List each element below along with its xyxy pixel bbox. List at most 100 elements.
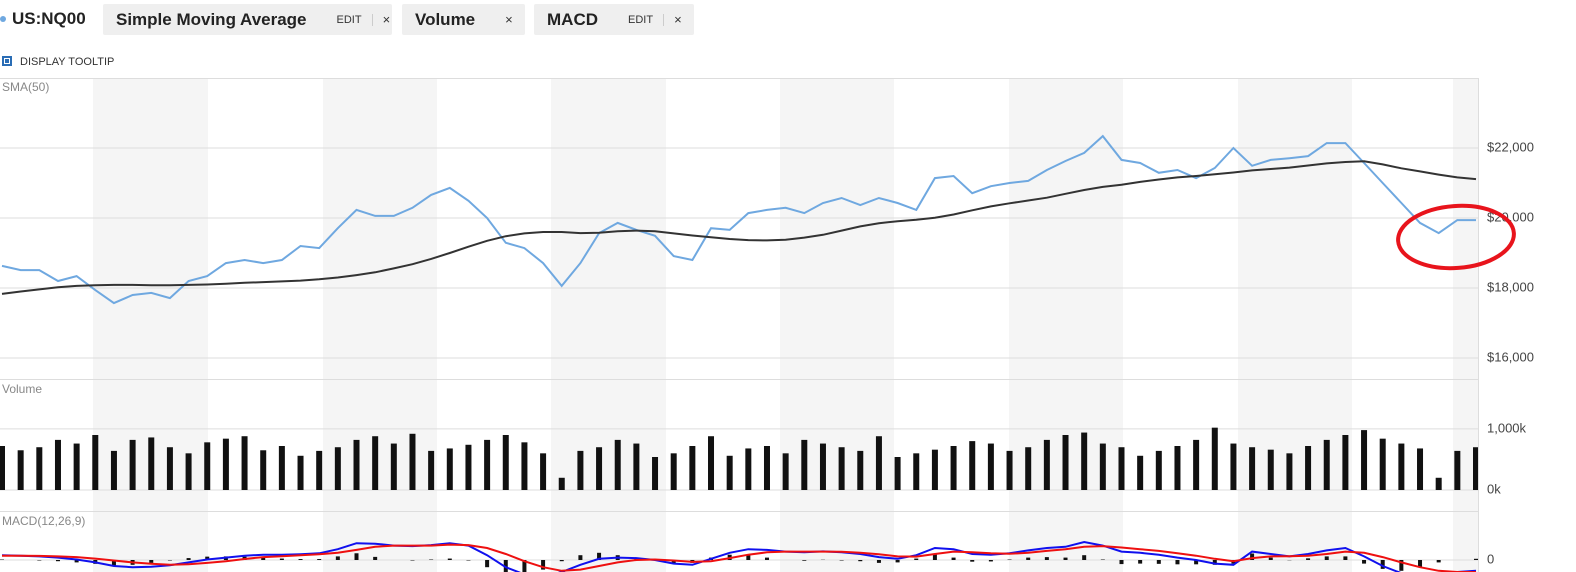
volume-bar bbox=[1398, 443, 1405, 490]
series-line bbox=[1, 134, 1476, 305]
volume-bar bbox=[334, 447, 341, 490]
volume-bar bbox=[894, 457, 901, 490]
volume-bar bbox=[278, 446, 285, 490]
volume-bar bbox=[1435, 477, 1442, 490]
indicator-chip[interactable]: Volume × bbox=[402, 4, 525, 35]
series-line bbox=[2, 543, 1476, 572]
histogram-bar bbox=[447, 558, 452, 560]
volume-bar bbox=[502, 435, 509, 490]
histogram-bar bbox=[317, 559, 322, 560]
volume-bar bbox=[558, 477, 565, 490]
volume-bar bbox=[521, 442, 528, 490]
volume-bar bbox=[726, 455, 733, 490]
y-tick-label: 0k bbox=[1487, 481, 1501, 496]
month-bands bbox=[93, 78, 1478, 572]
histogram-bar bbox=[1138, 560, 1143, 564]
volume-bar bbox=[875, 436, 882, 490]
histogram-bar bbox=[111, 560, 116, 566]
volume-bar bbox=[129, 439, 136, 490]
volume-bar bbox=[1193, 439, 1200, 490]
indicator-chip[interactable]: MACD EDIT × bbox=[534, 4, 694, 35]
histogram-bar bbox=[1250, 553, 1255, 560]
volume-bar bbox=[670, 453, 677, 490]
plot-area bbox=[1, 134, 1477, 305]
histogram-bar bbox=[149, 560, 154, 563]
volume-bar bbox=[689, 446, 696, 490]
series-line bbox=[1, 540, 1477, 572]
histogram-bar bbox=[1268, 557, 1273, 560]
volume-bar bbox=[92, 435, 99, 490]
histogram-bar bbox=[354, 553, 359, 560]
volume-bar bbox=[614, 439, 621, 490]
histogram-bar bbox=[261, 557, 266, 560]
histogram-bar bbox=[1343, 556, 1348, 560]
volume-bar bbox=[446, 448, 453, 490]
histogram-bar bbox=[802, 560, 807, 561]
tooltip-checkbox[interactable] bbox=[2, 56, 12, 66]
volume-bar bbox=[1155, 450, 1162, 490]
volume-bar bbox=[166, 447, 173, 490]
volume-bar bbox=[484, 439, 491, 490]
histogram-bar bbox=[1194, 560, 1199, 565]
histogram-bar bbox=[1436, 560, 1441, 563]
histogram-bar bbox=[1418, 560, 1423, 568]
histogram-bar bbox=[764, 557, 769, 560]
volume-bar bbox=[17, 450, 24, 490]
histogram-bar bbox=[578, 555, 583, 560]
volume-bar bbox=[1118, 447, 1125, 490]
volume-bar bbox=[409, 433, 416, 490]
volume-bar bbox=[763, 446, 770, 490]
histogram-bar bbox=[1306, 558, 1311, 560]
volume-bar bbox=[1174, 446, 1181, 490]
volume-bar bbox=[148, 437, 155, 490]
histogram-bar bbox=[1324, 556, 1329, 560]
volume-bar bbox=[1230, 443, 1237, 490]
histogram-bar bbox=[1474, 558, 1478, 560]
close-button[interactable]: × bbox=[505, 12, 513, 27]
edit-button[interactable]: EDIT bbox=[337, 13, 373, 26]
histogram-bar bbox=[335, 556, 340, 560]
volume-bar bbox=[204, 442, 211, 490]
volume-bar bbox=[1267, 449, 1274, 490]
volume-bar bbox=[1099, 443, 1106, 490]
volume-bar bbox=[54, 439, 61, 490]
histogram-bar bbox=[559, 560, 564, 562]
volume-bar bbox=[745, 448, 752, 490]
histogram-bar bbox=[298, 559, 303, 560]
histogram-bar bbox=[1399, 560, 1404, 571]
volume-bar bbox=[1417, 448, 1424, 490]
volume-bar bbox=[1361, 430, 1368, 490]
histogram-bar bbox=[932, 554, 937, 560]
volume-bar bbox=[1211, 427, 1218, 490]
histogram-bar bbox=[1212, 560, 1217, 565]
volume-bar bbox=[1454, 450, 1461, 490]
histogram-bar bbox=[279, 558, 284, 560]
volume-bar bbox=[987, 443, 994, 490]
histogram-bar bbox=[1175, 560, 1180, 565]
y-tick-label: $16,000 bbox=[1487, 349, 1534, 364]
close-button[interactable]: × bbox=[674, 12, 682, 27]
histogram-bar bbox=[1026, 557, 1031, 560]
histogram-bar bbox=[541, 560, 546, 570]
volume-bar bbox=[1473, 447, 1478, 490]
volume-bar bbox=[857, 450, 864, 490]
edit-button[interactable]: EDIT bbox=[628, 13, 665, 26]
indicator-chip[interactable]: Simple Moving Average EDIT × bbox=[103, 4, 392, 35]
volume-bar bbox=[1379, 438, 1386, 490]
volume-bar bbox=[577, 450, 584, 490]
histogram-bar bbox=[1156, 560, 1161, 564]
close-button[interactable]: × bbox=[382, 12, 391, 27]
volume-bar bbox=[1043, 439, 1050, 490]
volume-bar bbox=[36, 447, 43, 490]
symbol[interactable]: US:NQ00 bbox=[12, 9, 86, 28]
histogram-bar bbox=[671, 560, 676, 564]
volume-bar bbox=[1006, 450, 1013, 490]
histogram-bar bbox=[988, 560, 993, 562]
volume-bar bbox=[1081, 432, 1088, 490]
histogram-bar bbox=[914, 558, 919, 560]
panel-title: SMA(50) bbox=[2, 80, 49, 94]
volume-bar bbox=[931, 449, 938, 490]
tooltip-label[interactable]: DISPLAY TOOLTIP bbox=[20, 56, 115, 68]
